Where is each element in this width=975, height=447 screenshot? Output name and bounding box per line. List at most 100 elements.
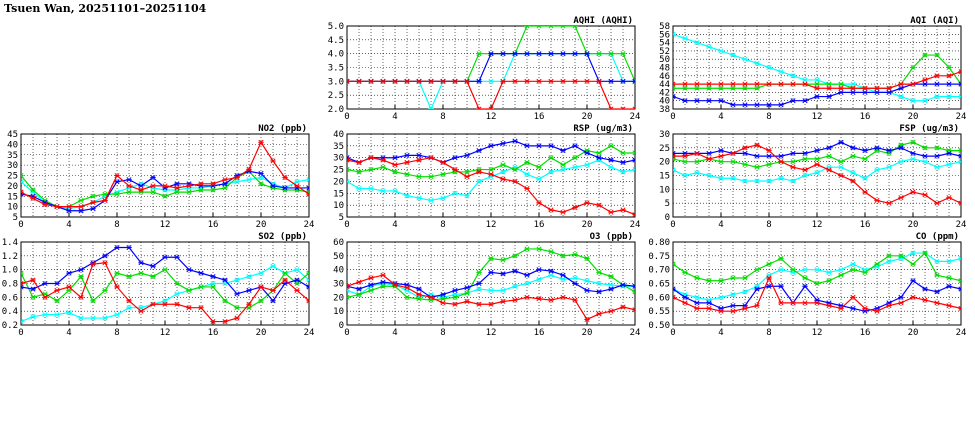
data-point — [66, 208, 72, 214]
data-point — [934, 145, 940, 151]
data-point — [476, 148, 482, 154]
y-tick-label: 15 — [333, 189, 344, 199]
data-point — [814, 85, 820, 91]
data-point — [416, 195, 422, 201]
series-2 — [673, 139, 961, 170]
x-tick-label: 12 — [812, 328, 823, 338]
data-point — [958, 148, 961, 154]
panel-co: 0 4 8 12 16 20 24 0.50 0.55 0.60 0.65 0.70 0.75 0.80 C… — [648, 232, 966, 338]
panel-title: CO (ppm) — [916, 232, 959, 242]
data-point — [946, 73, 952, 79]
data-point — [620, 159, 626, 166]
data-point — [258, 181, 264, 187]
data-point — [934, 52, 940, 58]
data-point — [572, 51, 578, 57]
data-point — [246, 301, 252, 307]
data-point — [548, 249, 554, 255]
data-point — [754, 102, 760, 108]
data-point — [294, 287, 300, 293]
data-point — [862, 269, 868, 275]
data-point — [440, 78, 446, 84]
y-tick-label: 20 — [659, 158, 670, 168]
data-point — [682, 98, 688, 104]
data-point — [802, 77, 808, 83]
data-point — [162, 267, 168, 273]
data-point — [222, 177, 228, 183]
data-point — [802, 172, 808, 179]
data-point — [946, 258, 952, 264]
x-tick-label: 20 — [582, 328, 593, 338]
data-point — [560, 272, 566, 278]
data-point — [632, 212, 635, 217]
series-1 — [673, 156, 961, 184]
data-point — [742, 275, 748, 281]
data-point — [850, 145, 856, 151]
panel-title: O3 (ppb) — [590, 232, 633, 242]
series-2 — [673, 250, 961, 287]
data-point — [536, 200, 542, 206]
data-point — [222, 298, 228, 304]
data-point — [673, 167, 676, 173]
x-tick-label: 16 — [534, 220, 545, 230]
data-point — [392, 162, 398, 168]
x-tick-label: 24 — [956, 328, 967, 338]
data-point — [428, 78, 434, 84]
panel-so2: 0 4 8 12 16 20 24 0.2 0.4 0.6 0.8 1.0 1.2 1.4 SO2 (ppb… — [2, 232, 315, 338]
data-point — [934, 81, 940, 87]
data-point — [694, 40, 700, 46]
data-point — [428, 174, 434, 180]
data-point — [922, 52, 928, 58]
x-tick-label: 0 — [18, 328, 23, 338]
data-point — [673, 261, 676, 267]
data-point — [802, 167, 808, 173]
data-point — [682, 153, 688, 159]
data-point — [766, 283, 772, 289]
data-point — [222, 277, 228, 283]
panel-title: AQHI (AQHI) — [573, 16, 633, 26]
data-point — [102, 253, 108, 259]
data-point — [898, 85, 904, 91]
x-tick-label: 12 — [812, 220, 823, 230]
y-tick-label: 54 — [659, 39, 670, 49]
data-point — [862, 156, 868, 162]
x-tick-label: 16 — [534, 328, 545, 338]
data-point — [512, 178, 518, 184]
y-tick-label: 56 — [659, 30, 670, 40]
data-point — [464, 290, 470, 296]
data-point — [138, 270, 144, 276]
data-point — [500, 271, 506, 277]
data-point — [392, 188, 398, 194]
data-point — [754, 142, 760, 148]
data-point — [910, 156, 916, 162]
data-point — [694, 85, 700, 91]
y-tick-label: 3.0 — [328, 77, 344, 87]
data-point — [548, 207, 554, 213]
x-tick-label: 0 — [670, 328, 675, 338]
data-point — [790, 300, 796, 306]
data-point — [54, 298, 60, 304]
data-point — [428, 294, 434, 300]
data-point — [512, 51, 518, 57]
y-tick-label: 0 — [665, 213, 670, 223]
data-point — [838, 85, 844, 91]
data-point — [766, 261, 772, 267]
data-point — [126, 177, 132, 183]
data-point — [596, 150, 602, 156]
data-point — [548, 155, 554, 161]
data-point — [306, 177, 309, 183]
y-tick-label: 2.0 — [328, 105, 344, 115]
data-point — [150, 189, 156, 195]
y-tick-label: 0.75 — [648, 252, 670, 262]
data-point — [500, 176, 506, 182]
data-point — [347, 157, 350, 163]
data-point — [608, 286, 614, 292]
data-point — [90, 206, 96, 212]
data-point — [706, 172, 712, 179]
x-tick-label: 12 — [160, 220, 171, 230]
x-tick-label: 0 — [670, 112, 675, 122]
data-point — [826, 85, 832, 91]
data-point — [718, 175, 724, 181]
data-point — [512, 167, 518, 173]
data-point — [584, 278, 590, 284]
data-point — [347, 283, 350, 289]
